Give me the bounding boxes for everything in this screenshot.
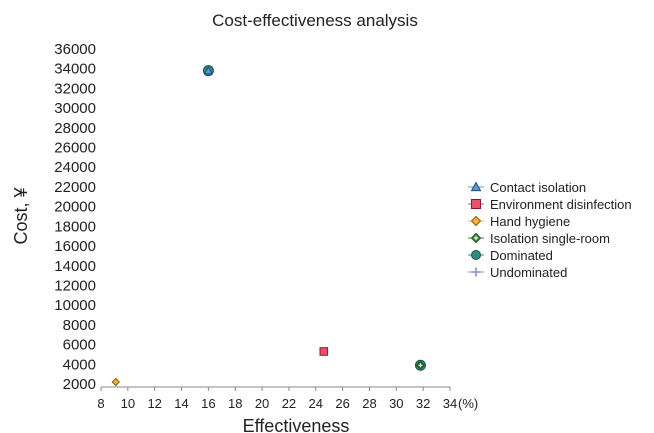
y-tick-label: 4000 bbox=[63, 356, 96, 373]
x-tick-label: 8 bbox=[97, 396, 104, 411]
x-axis-unit: (%) bbox=[458, 396, 478, 411]
y-tick-label: 22000 bbox=[54, 179, 96, 196]
legend-marker bbox=[471, 199, 481, 209]
legend-entry: Contact isolation bbox=[490, 180, 586, 195]
x-tick-label: 16 bbox=[201, 396, 215, 411]
x-tick-label: 28 bbox=[362, 396, 376, 411]
data-point bbox=[319, 347, 329, 356]
y-tick-label: 2000 bbox=[63, 376, 96, 393]
x-tick-label: 12 bbox=[147, 396, 161, 411]
x-tick-label: 32 bbox=[416, 396, 430, 411]
y-tick-label: 8000 bbox=[63, 317, 96, 334]
y-axis-ticks: 2000 4000 6000 8000 10000 12000 14000 16000 1800… bbox=[54, 41, 96, 393]
data-point bbox=[111, 377, 120, 387]
x-tick-label: 22 bbox=[282, 396, 296, 411]
legend-marker bbox=[470, 215, 482, 227]
x-tick-label: 30 bbox=[389, 396, 403, 411]
y-tick-label: 16000 bbox=[54, 238, 96, 255]
y-tick-label: 6000 bbox=[63, 337, 96, 354]
y-tick-label: 12000 bbox=[54, 277, 96, 294]
legend-entry: Undominated bbox=[490, 265, 567, 280]
x-tick-label: 26 bbox=[335, 396, 349, 411]
y-tick-label: 18000 bbox=[54, 218, 96, 235]
legend-marker bbox=[470, 181, 482, 192]
y-tick-label: 32000 bbox=[54, 80, 96, 97]
y-tick-label: 28000 bbox=[54, 120, 96, 137]
data-point bbox=[415, 360, 425, 370]
y-axis-label: Cost, ¥ bbox=[11, 187, 31, 245]
x-tick-label: 18 bbox=[228, 396, 242, 411]
x-axis-ticks: 8 10 12 14 16 18 20 22 24 26 28 30 32 34 bbox=[97, 387, 457, 411]
y-tick-label: 26000 bbox=[54, 140, 96, 157]
x-tick-label: 20 bbox=[255, 396, 269, 411]
legend-entry: Environment disinfection bbox=[490, 197, 632, 212]
chart-title: Cost-effectiveness analysis bbox=[212, 11, 418, 30]
x-tick-label: 34 bbox=[443, 396, 457, 411]
legend-marker bbox=[471, 267, 481, 277]
legend-entry: Dominated bbox=[490, 248, 553, 263]
y-tick-label: 30000 bbox=[54, 100, 96, 117]
legend: Contact isolation Environment disinfectio… bbox=[468, 180, 632, 280]
legend-marker bbox=[470, 232, 482, 244]
y-tick-label: 36000 bbox=[54, 41, 96, 58]
legend-marker bbox=[471, 250, 481, 260]
y-tick-label: 10000 bbox=[54, 297, 96, 314]
y-tick-label: 20000 bbox=[54, 199, 96, 216]
y-tick-label: 34000 bbox=[54, 61, 96, 78]
x-tick-label: 24 bbox=[309, 396, 323, 411]
x-tick-label: 14 bbox=[174, 396, 188, 411]
x-tick-label: 10 bbox=[121, 396, 135, 411]
y-tick-label: 14000 bbox=[54, 258, 96, 275]
legend-entry: Isolation single-room bbox=[490, 231, 610, 246]
y-tick-label: 24000 bbox=[54, 159, 96, 176]
legend-entry: Hand hygiene bbox=[490, 214, 570, 229]
data-points bbox=[111, 65, 426, 387]
data-point bbox=[203, 65, 214, 75]
x-axis-label: Effectiveness bbox=[243, 416, 350, 433]
